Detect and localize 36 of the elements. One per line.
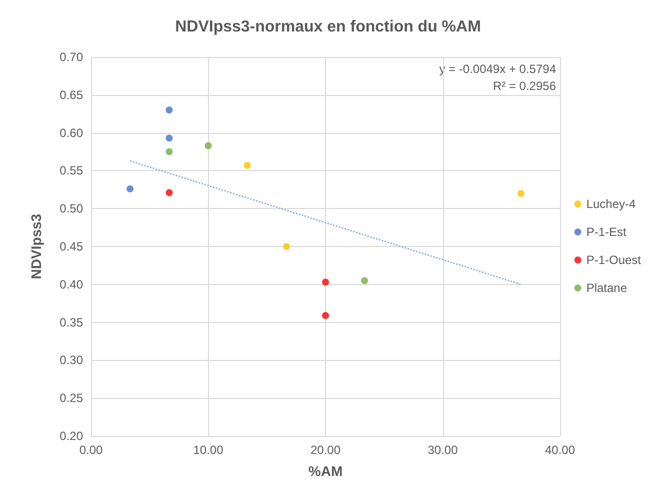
- point: [244, 162, 251, 169]
- annotation: R² = 0.2956: [492, 79, 556, 93]
- point: [322, 312, 329, 319]
- x-tick-label: 40.00: [544, 443, 576, 457]
- point: [517, 190, 524, 197]
- y-tick-label: 0.20: [60, 429, 84, 443]
- y-tick-label: 0.30: [60, 353, 84, 368]
- point: [126, 185, 134, 192]
- y-tick-label: 0.60: [60, 126, 84, 140]
- point: [282, 243, 290, 250]
- point: [322, 278, 329, 286]
- y-tick-label: 0.35: [60, 315, 84, 330]
- y-tick-label: 0.50: [60, 202, 84, 216]
- point: [166, 134, 173, 142]
- y-tick-label: 0.40: [60, 277, 84, 292]
- point: [166, 189, 173, 196]
- y-tick-label: 0.65: [60, 88, 84, 102]
- point: [166, 148, 173, 156]
- point: [361, 277, 368, 284]
- y-tick-label: 0.25: [60, 391, 84, 406]
- y-tick-label: 0.55: [60, 164, 84, 178]
- x-tick-label: 10.00: [193, 443, 224, 457]
- legend-label: P-1-Est: [586, 225, 627, 239]
- x-tick-label: 0.00: [79, 443, 103, 457]
- y-tick-label: 0.45: [60, 240, 84, 254]
- point: [204, 142, 212, 150]
- chart-title: NDVIpss3-normaux en fonction du %AM: [175, 18, 481, 36]
- legend-label: Luchey-4: [586, 197, 636, 211]
- legend-label: P-1-Ouest: [586, 253, 642, 267]
- point: [166, 106, 173, 114]
- x-axis-title: %AM: [308, 463, 343, 479]
- legend-label: Platane: [586, 281, 628, 295]
- x-tick-label: 30.00: [428, 443, 458, 457]
- y-tick-label: 0.70: [60, 50, 84, 64]
- y-axis-title: NDVIpss3: [28, 214, 44, 280]
- x-tick-label: 20.00: [310, 443, 341, 457]
